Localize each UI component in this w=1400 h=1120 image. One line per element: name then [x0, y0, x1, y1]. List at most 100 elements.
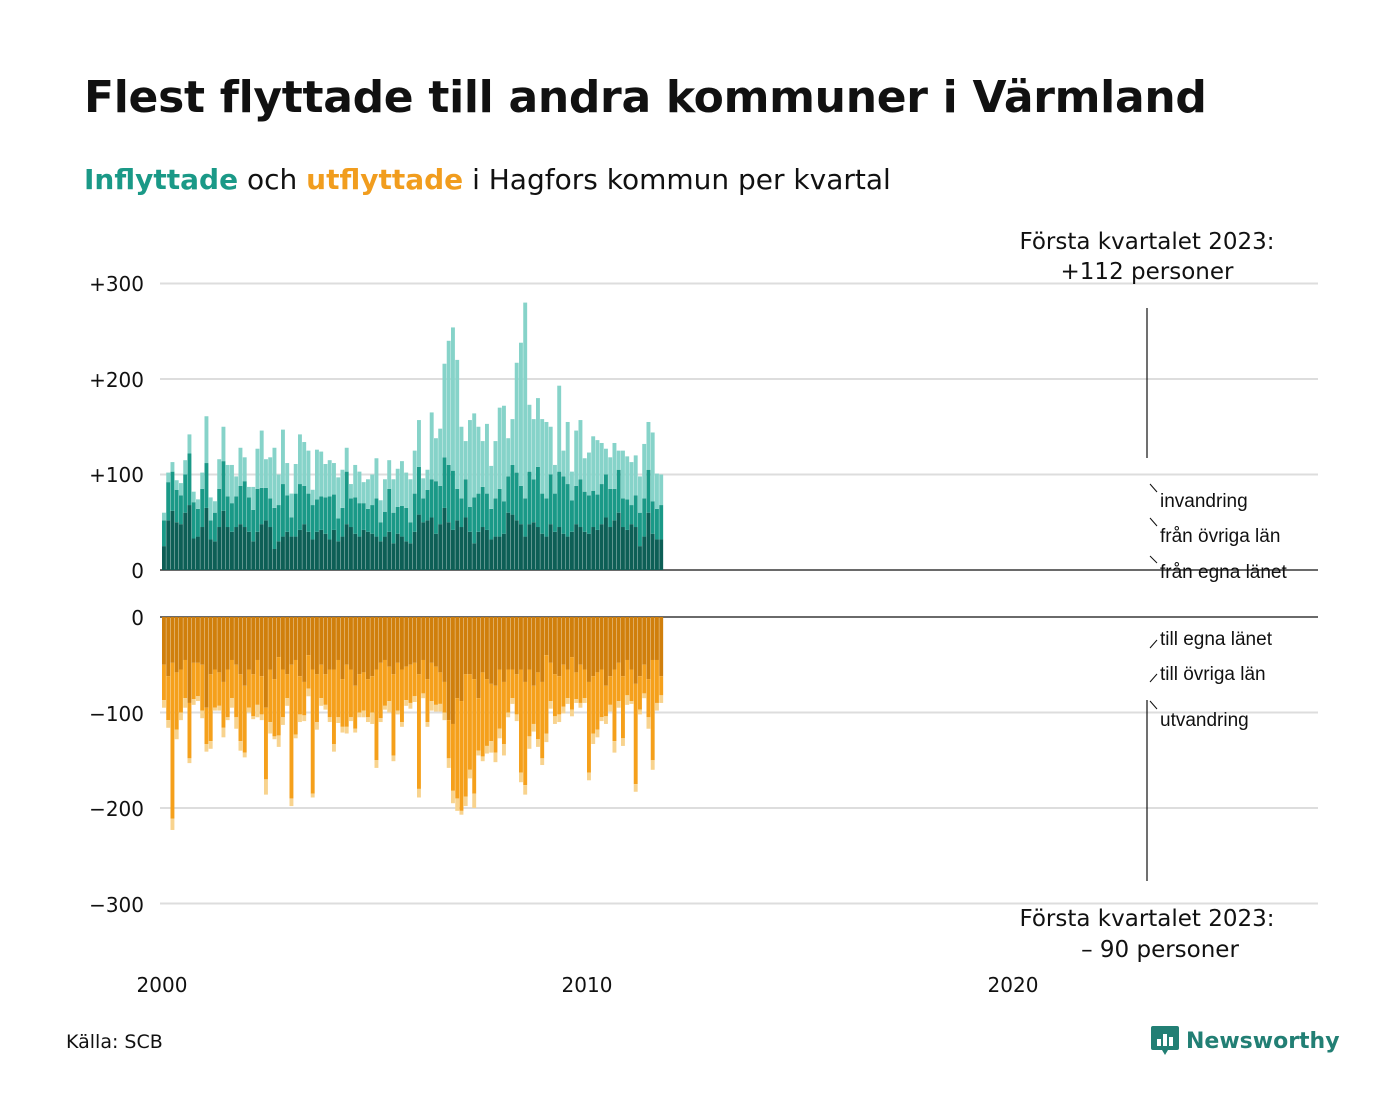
inflow-bar-segment-3 — [650, 432, 655, 502]
outflow-bar-segment-1 — [417, 617, 421, 675]
outflow-bar-segment-3 — [604, 716, 608, 724]
inflow-bar-segment-3 — [527, 404, 532, 472]
inflow-bar-segment-3 — [565, 421, 570, 485]
outflow-bar-segment-1 — [183, 617, 188, 660]
inflow-bar-segment-1 — [268, 527, 273, 570]
inflow-bar-segment-2 — [289, 517, 294, 537]
outflow-bar-segment-2 — [608, 676, 613, 705]
outflow-bar-segment-1 — [293, 617, 298, 660]
outflow-bar-segment-2 — [366, 679, 370, 718]
inflow-bar-segment-1 — [604, 517, 608, 570]
inflow-bar-segment-3 — [502, 405, 506, 502]
outflow-bar-segment-1 — [642, 617, 647, 665]
inflow-bar-segment-3 — [599, 442, 604, 485]
inflow-bar-segment-3 — [230, 464, 234, 504]
outflow-bar-segment-2 — [289, 664, 294, 799]
outflow-bar-segment-2 — [217, 672, 222, 706]
outflow-bar-segment-3 — [191, 699, 196, 705]
inflow-bar-segment-1 — [417, 514, 421, 570]
inflow-bar-segment-1 — [247, 531, 251, 570]
inflow-bar-segment-1 — [408, 543, 413, 570]
outflow-bar-segment-3 — [285, 698, 290, 706]
inflow-bar-segment-3 — [166, 472, 171, 483]
inflow-bar-segment-3 — [255, 448, 260, 489]
outflow-bar-segment-2 — [353, 685, 358, 729]
inflow-bar-segment-2 — [553, 493, 557, 532]
outflow-bar-segment-2 — [230, 659, 234, 699]
inflow-bar-segment-2 — [187, 453, 192, 506]
inflow-bar-segment-1 — [531, 522, 536, 570]
inflow-bar-segment-3 — [646, 421, 651, 470]
inflow-bar-segment-1 — [187, 505, 192, 570]
inflow-bar-segment-1 — [463, 517, 468, 570]
outflow-bar-segment-3 — [455, 798, 460, 811]
inflow-bar-segment-2 — [276, 505, 281, 542]
inflow-bar-segment-3 — [225, 464, 230, 497]
outflow-bar-segment-3 — [391, 755, 396, 762]
outflow-bar-segment-2 — [383, 659, 387, 706]
inflow-bar-segment-2 — [344, 471, 349, 525]
outflow-bar-segment-3 — [268, 722, 273, 734]
inflow-bar-segment-3 — [251, 486, 256, 510]
outflow-bars — [162, 617, 664, 830]
outflow-bar-segment-1 — [408, 617, 413, 665]
inflow-bar-segment-1 — [400, 536, 404, 570]
outflow-bar-segment-3 — [553, 716, 557, 724]
inflow-bar-segment-2 — [578, 479, 583, 528]
inflow-bar-segment-3 — [208, 497, 213, 521]
outflow-bar-segment-2 — [323, 674, 328, 705]
outflow-bar-segment-2 — [298, 676, 302, 715]
inflow-bar-segment-2 — [336, 518, 341, 542]
outflow-bar-segment-3 — [370, 712, 375, 724]
subtitle-inflyttade: Inflyttade — [84, 163, 239, 196]
outflow-bar-segment-3 — [272, 736, 277, 740]
outflow-bar-segment-2 — [234, 664, 239, 718]
outflow-bar-segment-1 — [344, 617, 349, 665]
inflow-bar-segment-3 — [357, 471, 362, 504]
inflow-bar-segment-3 — [570, 471, 574, 501]
inflow-bar-segment-3 — [400, 461, 404, 507]
outflow-bar-segment-1 — [310, 617, 315, 670]
outflow-bar-segment-1 — [370, 617, 375, 677]
outflow-bar-segment-3 — [434, 704, 438, 712]
y-tick-label: +200 — [89, 368, 144, 392]
inflow-bar-segment-1 — [493, 536, 498, 570]
outflow-bar-segment-1 — [489, 617, 494, 684]
inflow-bar-segment-1 — [242, 527, 247, 570]
outflow-bar-segment-2 — [523, 681, 528, 786]
outflow-bar-segment-1 — [608, 617, 613, 677]
inflow-bar-segment-3 — [608, 457, 613, 489]
outflow-bar-segment-2 — [213, 669, 217, 708]
outflow-bar-segment-3 — [468, 769, 472, 779]
inflow-bar-segment-2 — [625, 499, 630, 530]
outflow-bar-segment-3 — [162, 700, 166, 708]
annotation-top: Första kvartalet 2023: +112 personer — [1019, 229, 1275, 458]
y-tick-label: +300 — [89, 272, 144, 296]
inflow-bar-segment-2 — [268, 498, 273, 528]
inflow-bar-segment-3 — [612, 442, 617, 489]
inflow-bar-segment-2 — [472, 497, 477, 544]
outflow-bar-segment-2 — [595, 672, 600, 730]
outflow-bar-segment-2 — [502, 681, 506, 745]
inflow-bar-segment-2 — [183, 474, 188, 513]
outflow-bar-segment-2 — [659, 676, 664, 696]
outflow-bar-segment-1 — [616, 617, 621, 663]
inflow-bar-segment-2 — [332, 494, 336, 530]
outflow-bar-segment-2 — [425, 679, 430, 723]
inflow-bar-segment-3 — [323, 464, 328, 498]
outflow-bar-segment-3 — [302, 715, 307, 722]
page-title: Flest flyttade till andra kommuner i Vär… — [84, 72, 1207, 123]
outflow-bar-segment-1 — [523, 617, 528, 682]
inflow-bar-segment-3 — [162, 512, 166, 521]
outflow-bar-segment-1 — [502, 617, 506, 682]
inflow-bar-segment-1 — [170, 510, 175, 570]
inflow-bar-segment-2 — [527, 471, 532, 525]
x-axis: 2000 2010 2020 — [137, 973, 1039, 997]
inflow-bar-segment-1 — [162, 546, 166, 571]
inflow-bar-segment-1 — [340, 536, 345, 570]
outflow-bar-segment-3 — [332, 744, 336, 752]
inflow-bar-segment-3 — [523, 302, 528, 499]
outflow-bar-segment-2 — [536, 672, 540, 740]
outflow-bar-segment-1 — [434, 617, 438, 667]
outflow-bar-segment-3 — [340, 726, 345, 733]
